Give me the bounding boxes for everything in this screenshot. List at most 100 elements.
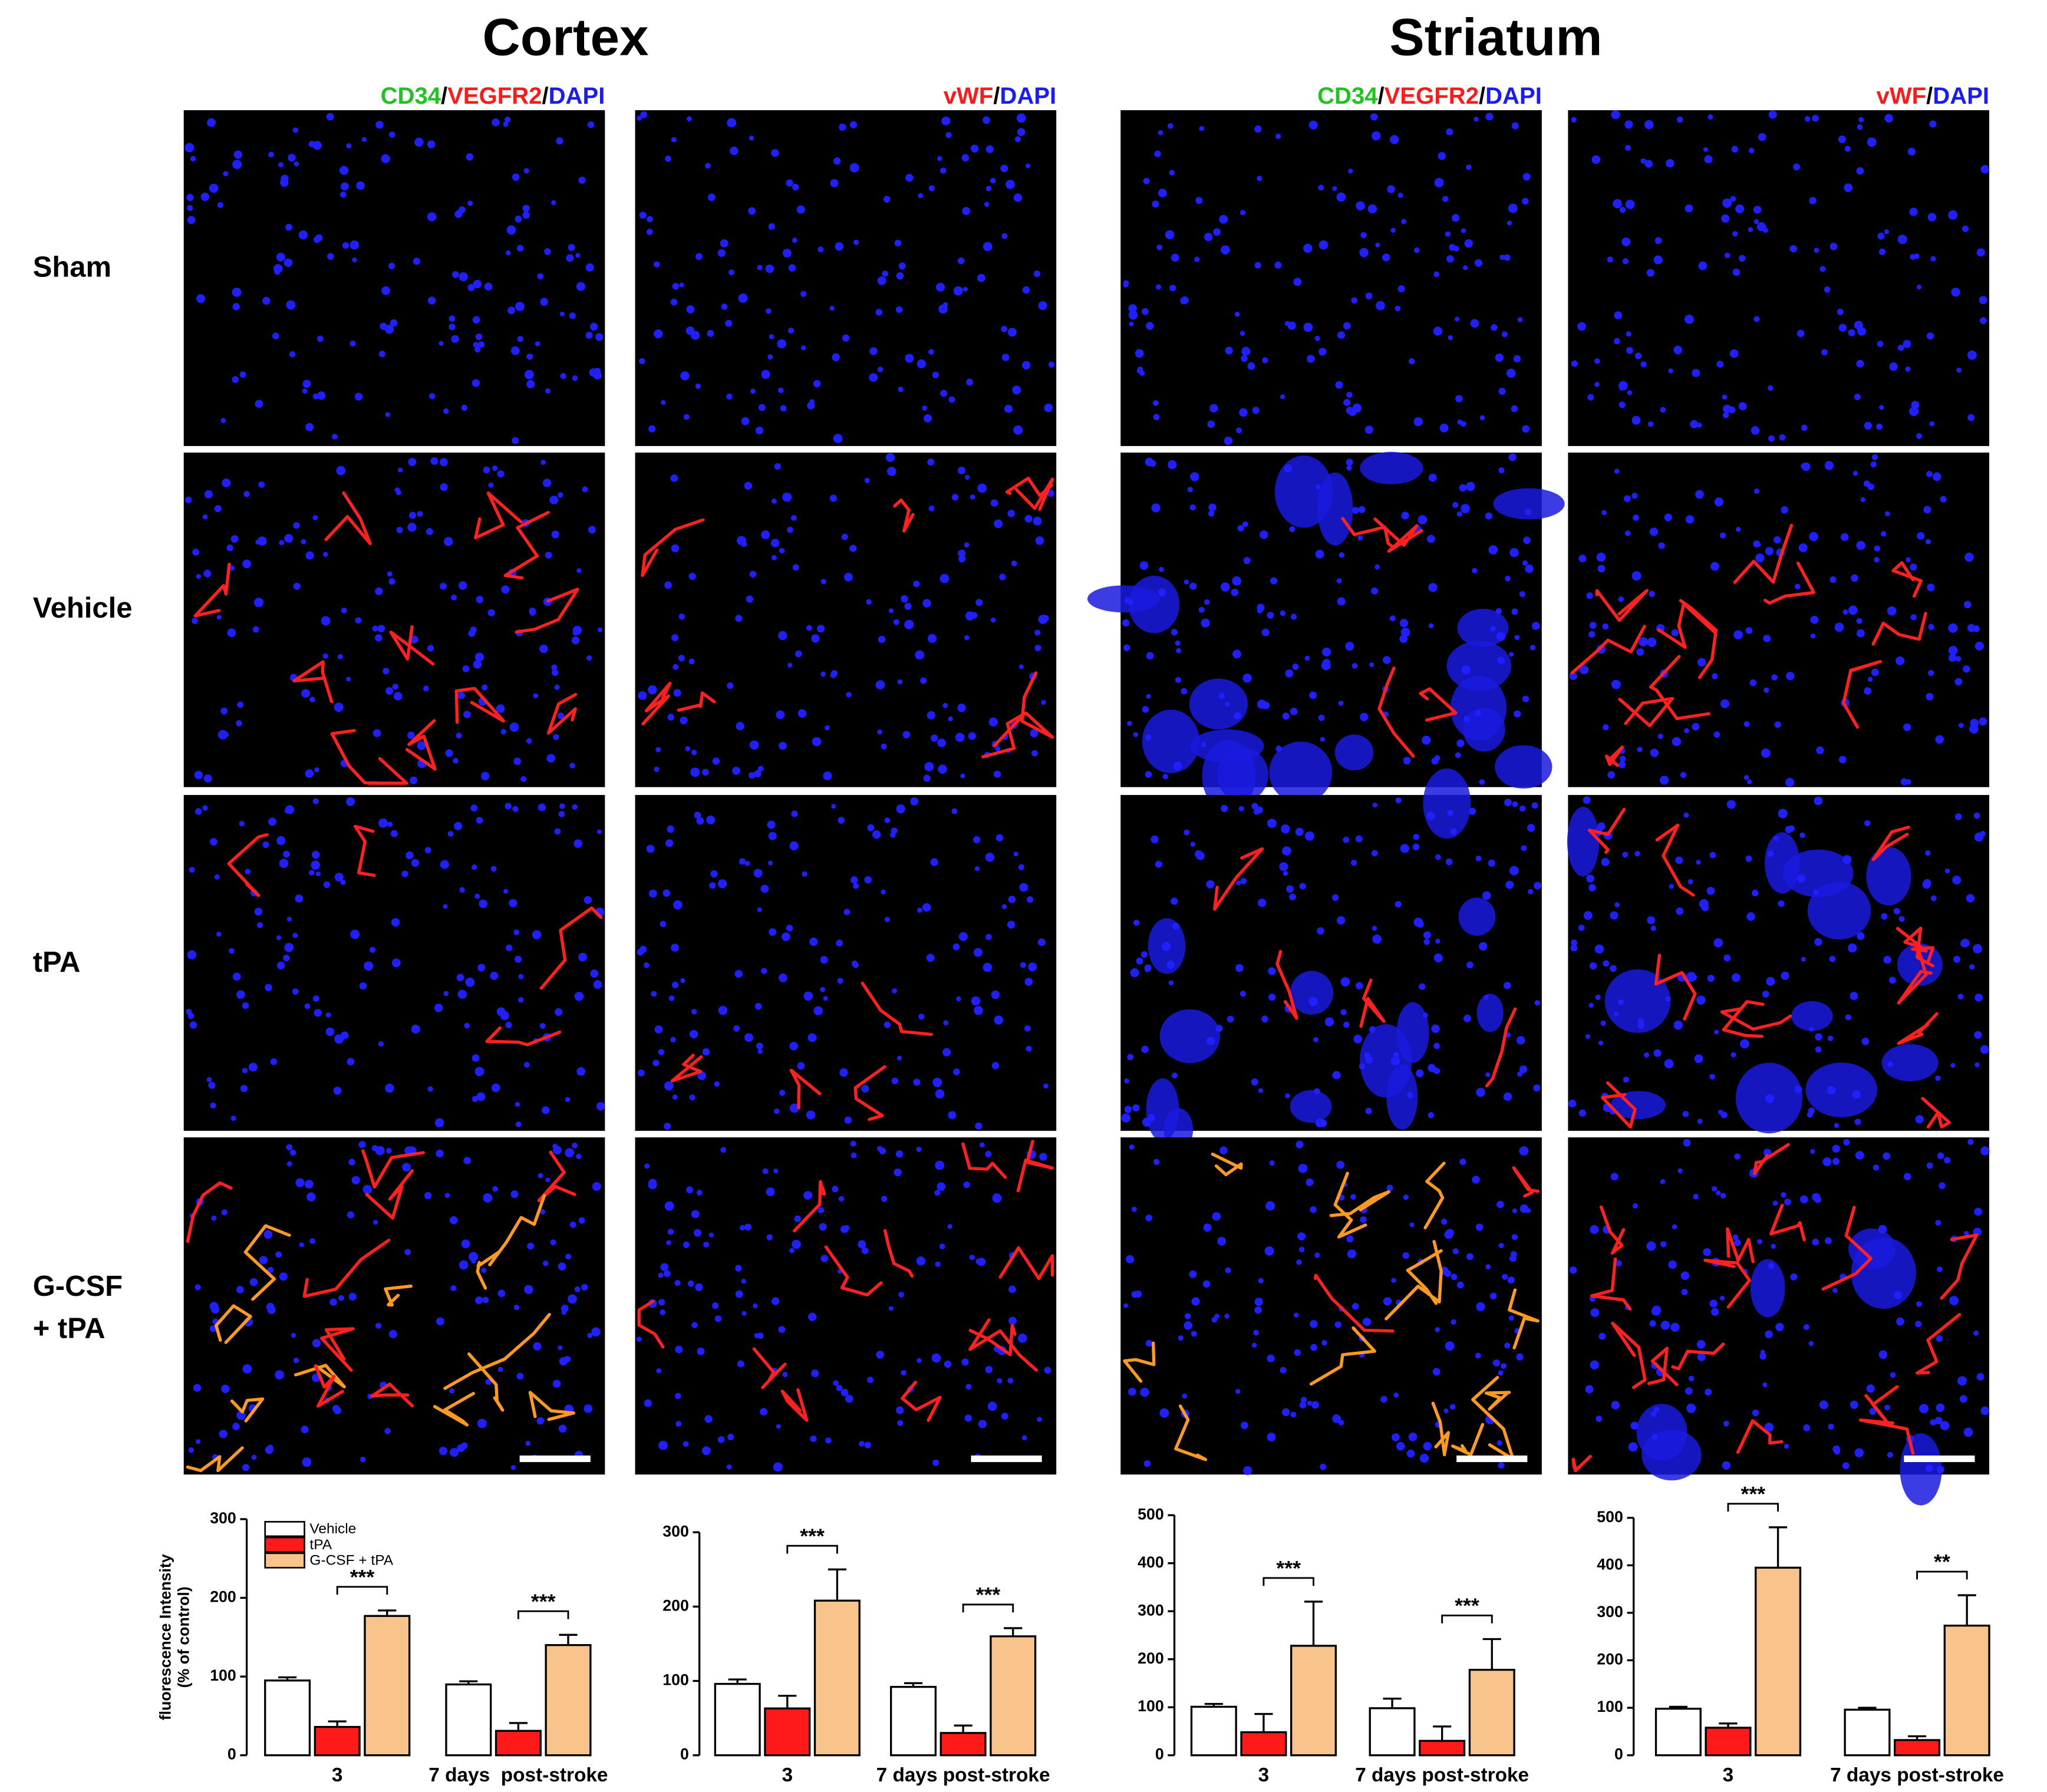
- nucleus: [1781, 1192, 1786, 1198]
- nucleus: [1130, 968, 1139, 978]
- nucleus: [1231, 589, 1239, 596]
- nucleus: [221, 1209, 228, 1216]
- nucleus: [813, 379, 821, 388]
- nucleus: [1290, 613, 1297, 620]
- nucleus: [1634, 850, 1640, 857]
- nucleus: [1903, 1173, 1911, 1181]
- nucleus: [305, 769, 314, 778]
- nucleus: [1869, 1408, 1877, 1415]
- nucleus: [1268, 994, 1276, 1001]
- nucleus: [1915, 1321, 1922, 1328]
- nucleus: [372, 625, 378, 632]
- nucleus: [637, 115, 642, 121]
- nucleus: [678, 613, 685, 620]
- nucleus: [451, 595, 457, 601]
- nucleus: [807, 1033, 817, 1042]
- nucleus: [1591, 155, 1601, 164]
- legend-swatch: [264, 1552, 305, 1569]
- nucleus: [1492, 1359, 1500, 1367]
- bar: [364, 1615, 411, 1757]
- nucleus: [1838, 324, 1847, 332]
- nucleus: [964, 635, 970, 641]
- nucleus: [1957, 994, 1964, 1000]
- nucleus: [472, 864, 477, 870]
- vessel: [294, 1364, 346, 1388]
- nucleus: [1848, 605, 1858, 615]
- nucleus: [340, 182, 349, 191]
- nucleus: [935, 1261, 941, 1268]
- nucleus: [578, 1217, 585, 1224]
- nucleus: [1307, 355, 1315, 363]
- tissue-blob: [1567, 806, 1600, 877]
- nucleus: [968, 732, 977, 740]
- nucleus: [1140, 951, 1148, 958]
- nucleus: [1883, 955, 1891, 964]
- micrograph-background: [1120, 795, 1542, 1131]
- nucleus: [1757, 1239, 1762, 1245]
- significance-label: ***: [1276, 1556, 1301, 1580]
- nucleus: [674, 1279, 681, 1286]
- nucleus: [1423, 1441, 1432, 1451]
- nucleus: [992, 1193, 1002, 1203]
- nucleus: [922, 405, 928, 411]
- nucleus: [362, 1184, 373, 1194]
- nucleus: [1516, 1353, 1524, 1361]
- nucleus: [1819, 1400, 1828, 1410]
- nucleus: [1658, 542, 1665, 549]
- nucleus: [1412, 843, 1420, 851]
- nucleus: [1225, 1267, 1231, 1273]
- nucleus: [284, 942, 294, 952]
- nucleus: [222, 731, 229, 738]
- nucleus: [279, 859, 289, 868]
- nucleus: [209, 183, 219, 193]
- nucleus: [702, 1048, 710, 1056]
- nucleus: [1623, 1077, 1630, 1083]
- nucleus: [896, 1406, 904, 1414]
- nucleus: [1618, 596, 1624, 602]
- vessel: [1431, 1401, 1451, 1457]
- nucleus: [1428, 583, 1438, 592]
- nucleus: [1878, 248, 1886, 255]
- nucleus: [312, 515, 318, 520]
- nucleus: [675, 1345, 683, 1354]
- nucleus: [1705, 1388, 1712, 1396]
- nucleus: [461, 404, 467, 411]
- nucleus: [1199, 126, 1205, 131]
- nucleus: [849, 121, 858, 128]
- nucleus: [1318, 1119, 1327, 1127]
- nucleus: [1224, 436, 1233, 445]
- nucleus: [693, 1229, 702, 1237]
- nucleus: [346, 797, 355, 806]
- nucleus: [1928, 623, 1934, 631]
- nucleus: [735, 1290, 743, 1298]
- nucleus: [644, 1399, 652, 1407]
- nucleus: [1012, 385, 1021, 395]
- nucleus: [1714, 1029, 1719, 1035]
- nucleus: [1413, 417, 1423, 427]
- nucleus: [755, 427, 763, 435]
- nucleus: [1320, 737, 1325, 742]
- nucleus: [440, 582, 447, 590]
- nucleus: [1930, 256, 1936, 262]
- nucleus: [661, 400, 666, 405]
- nucleus: [427, 212, 437, 222]
- nucleus: [229, 948, 235, 954]
- nucleus: [1303, 322, 1313, 332]
- nucleus: [1428, 473, 1437, 482]
- nucleus: [536, 1417, 545, 1425]
- nucleus: [1578, 925, 1585, 931]
- y-tick-label: 0: [680, 1745, 689, 1763]
- nucleus: [1372, 131, 1381, 141]
- nucleus: [533, 1342, 542, 1351]
- vessel: [539, 906, 603, 990]
- nucleus: [1127, 721, 1132, 727]
- nucleus: [1419, 1453, 1429, 1463]
- nucleus: [1140, 1387, 1149, 1397]
- nucleus: [1619, 381, 1628, 391]
- vessel: [215, 1304, 252, 1344]
- nucleus: [1654, 237, 1662, 245]
- nucleus: [1884, 229, 1889, 235]
- nucleus: [1371, 587, 1378, 595]
- nucleus: [782, 932, 790, 941]
- nucleus: [572, 629, 579, 636]
